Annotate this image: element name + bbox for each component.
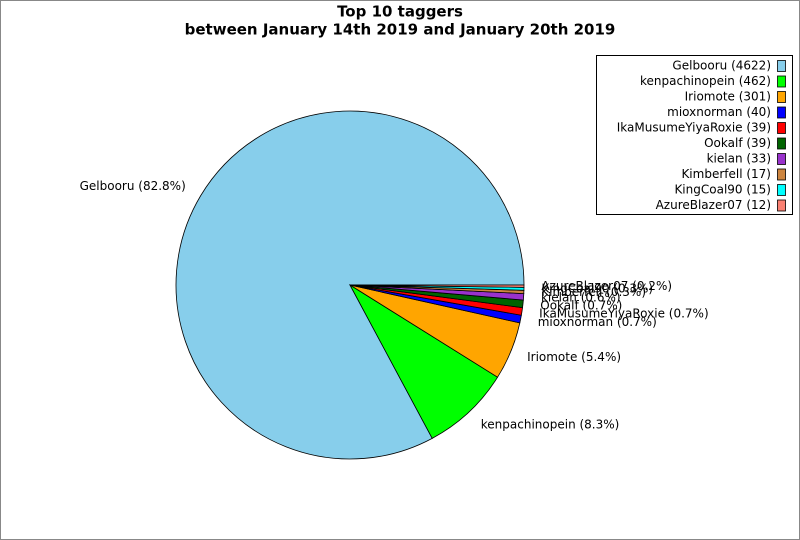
pie-slice [348,283,499,439]
legend-swatch [777,184,786,196]
legend-label: Ookalf (39) [704,136,771,150]
legend-label: kielan (33) [707,152,771,166]
slice-label: AzureBlazer07 (0.2%) [541,279,672,293]
legend-label: Kimberfell (17) [681,167,771,181]
slice-label: Gelbooru (82.8%) [80,179,186,193]
chart-title: Top 10 taggers [337,3,463,21]
legend-swatch [777,106,786,119]
slice-label: Iriomote (5.4%) [527,350,621,364]
legend-label: Gelbooru (4622) [672,59,771,73]
legend-swatch [777,60,786,72]
slice-label: Ookalf (0.7%) [540,298,622,312]
slice-label: kielan (0.6%) [541,291,621,305]
chart-subtitle: between January 14th 2019 and January 20… [185,21,616,39]
legend-swatch [777,168,786,181]
slice-label: kenpachinopein (8.3%) [481,417,620,431]
legend-label: KingCoal90 (15) [674,183,771,197]
slice-label: Kimberfell (0.3%) [541,285,646,299]
legend-label: Iriomote (301) [685,90,771,104]
legend-label: IkaMusumeYiyaRoxie (39) [617,121,771,135]
legend-box [596,55,793,215]
legend-label: mioxnorman (40) [667,105,771,119]
legend-label: AzureBlazer07 (12) [656,198,771,212]
legend-swatch [777,75,786,88]
slice-label: KingCoal90 (0.3%) [541,282,653,296]
legend-swatch [777,91,786,103]
slice-label: IkaMusumeYiyaRoxie (0.7%) [539,307,708,321]
pie-slice [349,284,525,288]
slice-label: mioxnorman (0.7%) [538,315,657,329]
legend-swatch [777,122,786,134]
legend-swatch [777,137,786,150]
legend-swatch [777,153,786,165]
legend-label: kenpachinopein (462) [640,74,771,88]
legend-swatch [777,199,786,212]
